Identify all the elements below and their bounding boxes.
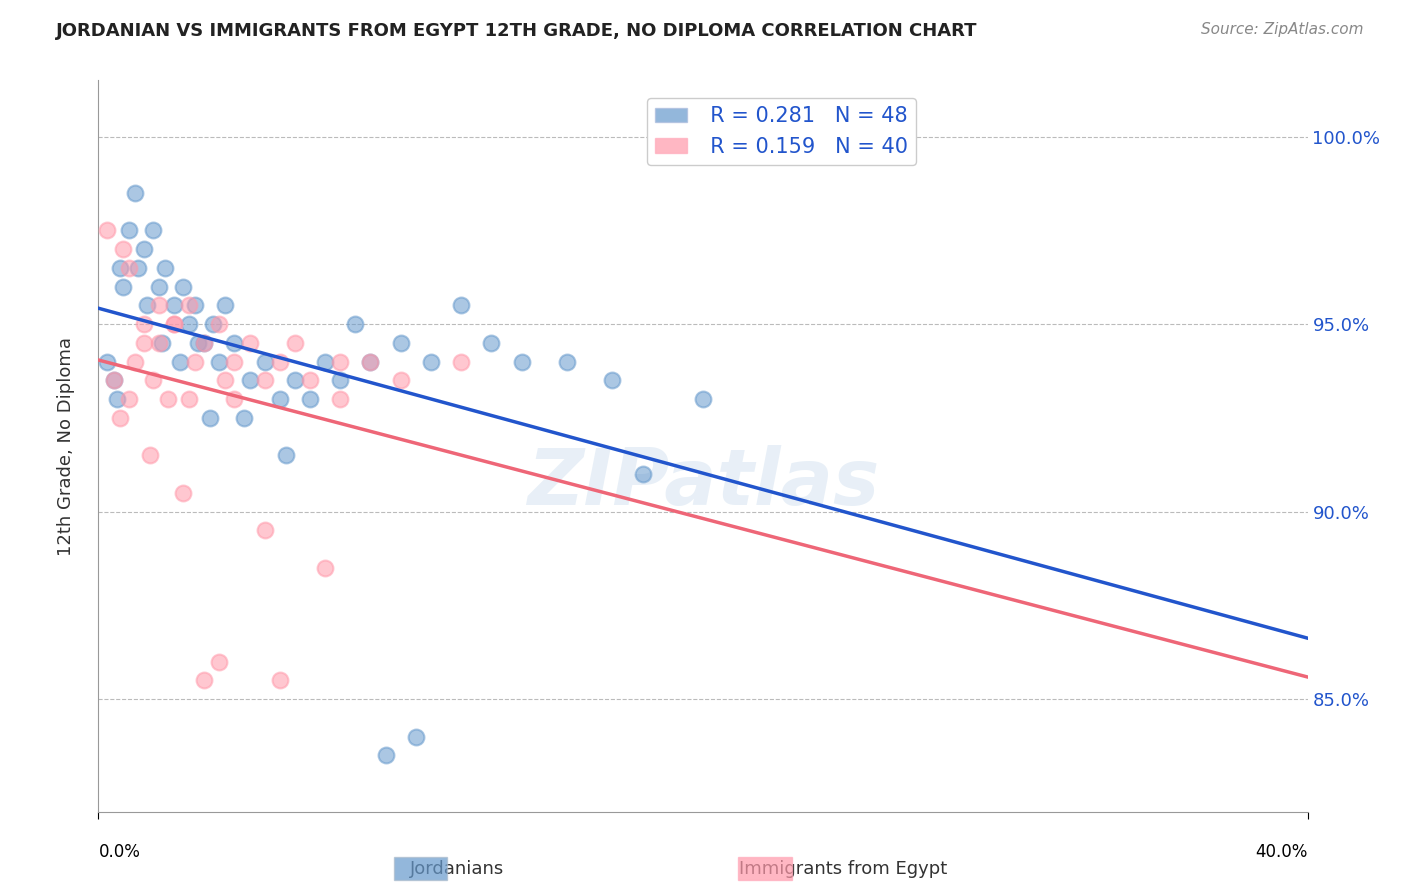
Point [172,279,194,293]
Point [450,354,472,368]
Point [481,335,503,350]
Point [153,260,176,275]
Text: JORDANIAN VS IMMIGRANTS FROM EGYPT 12TH GRADE, NO DIPLOMA CORRELATION CHART: JORDANIAN VS IMMIGRANTS FROM EGYPT 12TH … [56,22,977,40]
Point [108,410,131,425]
Point [374,748,396,763]
Point [163,298,186,312]
Point [132,317,155,331]
Text: 40.0%: 40.0% [1256,843,1308,861]
Point [163,317,186,331]
Text: 0.0%: 0.0% [98,843,141,861]
Point [187,335,209,350]
Point [208,317,231,331]
Point [111,242,134,256]
Point [179,298,201,312]
Point [692,392,714,406]
Point [360,354,382,368]
Point [214,373,236,387]
Point [389,373,412,387]
Point [96,354,118,368]
Point [314,354,336,368]
Legend:   R = 0.281   N = 48,   R = 0.159   N = 40: R = 0.281 N = 48, R = 0.159 N = 40 [647,98,917,165]
Point [329,354,352,368]
Point [555,354,578,368]
Text: Jordanians: Jordanians [409,860,505,878]
Y-axis label: 12th Grade, No Diploma: 12th Grade, No Diploma [56,336,75,556]
Point [284,373,307,387]
Text: Source: ZipAtlas.com: Source: ZipAtlas.com [1201,22,1364,37]
Point [193,335,215,350]
Point [389,335,412,350]
Point [269,354,291,368]
Point [510,354,533,368]
Point [124,354,146,368]
Point [184,354,207,368]
Point [163,317,186,331]
Point [299,373,322,387]
Point [450,298,472,312]
Point [269,673,291,688]
Point [208,354,231,368]
Point [132,335,155,350]
Point [179,317,201,331]
Point [193,673,215,688]
Point [103,373,125,387]
Point [142,373,165,387]
Point [150,335,173,350]
Point [184,298,207,312]
Point [200,410,222,425]
Point [148,335,170,350]
Point [124,186,146,200]
Point [96,223,118,237]
Point [253,373,276,387]
Point [232,410,254,425]
Point [148,279,170,293]
Point [253,354,276,368]
Point [420,354,443,368]
Point [224,392,246,406]
Point [224,335,246,350]
Point [314,561,336,575]
Point [172,486,194,500]
Point [299,392,322,406]
Point [118,223,141,237]
Point [108,260,131,275]
Point [179,392,201,406]
Point [405,730,427,744]
Point [193,335,215,350]
Point [118,260,141,275]
Point [142,223,165,237]
Point [135,298,157,312]
Point [214,298,236,312]
Point [274,449,297,463]
Text: Immigrants from Egypt: Immigrants from Egypt [740,860,948,878]
Point [132,242,155,256]
Point [239,373,262,387]
Text: ZIPatlas: ZIPatlas [527,444,879,521]
Point [156,392,179,406]
Point [105,392,128,406]
Point [329,373,352,387]
Point [208,655,231,669]
Point [127,260,149,275]
Point [631,467,654,482]
Point [118,392,141,406]
Point [360,354,382,368]
Point [253,524,276,538]
Point [602,373,624,387]
Point [284,335,307,350]
Point [139,449,162,463]
Point [239,335,262,350]
Point [224,354,246,368]
Point [111,279,134,293]
Point [103,373,125,387]
Point [329,392,352,406]
Point [269,392,291,406]
Point [344,317,367,331]
Point [169,354,191,368]
Point [202,317,225,331]
Point [148,298,170,312]
